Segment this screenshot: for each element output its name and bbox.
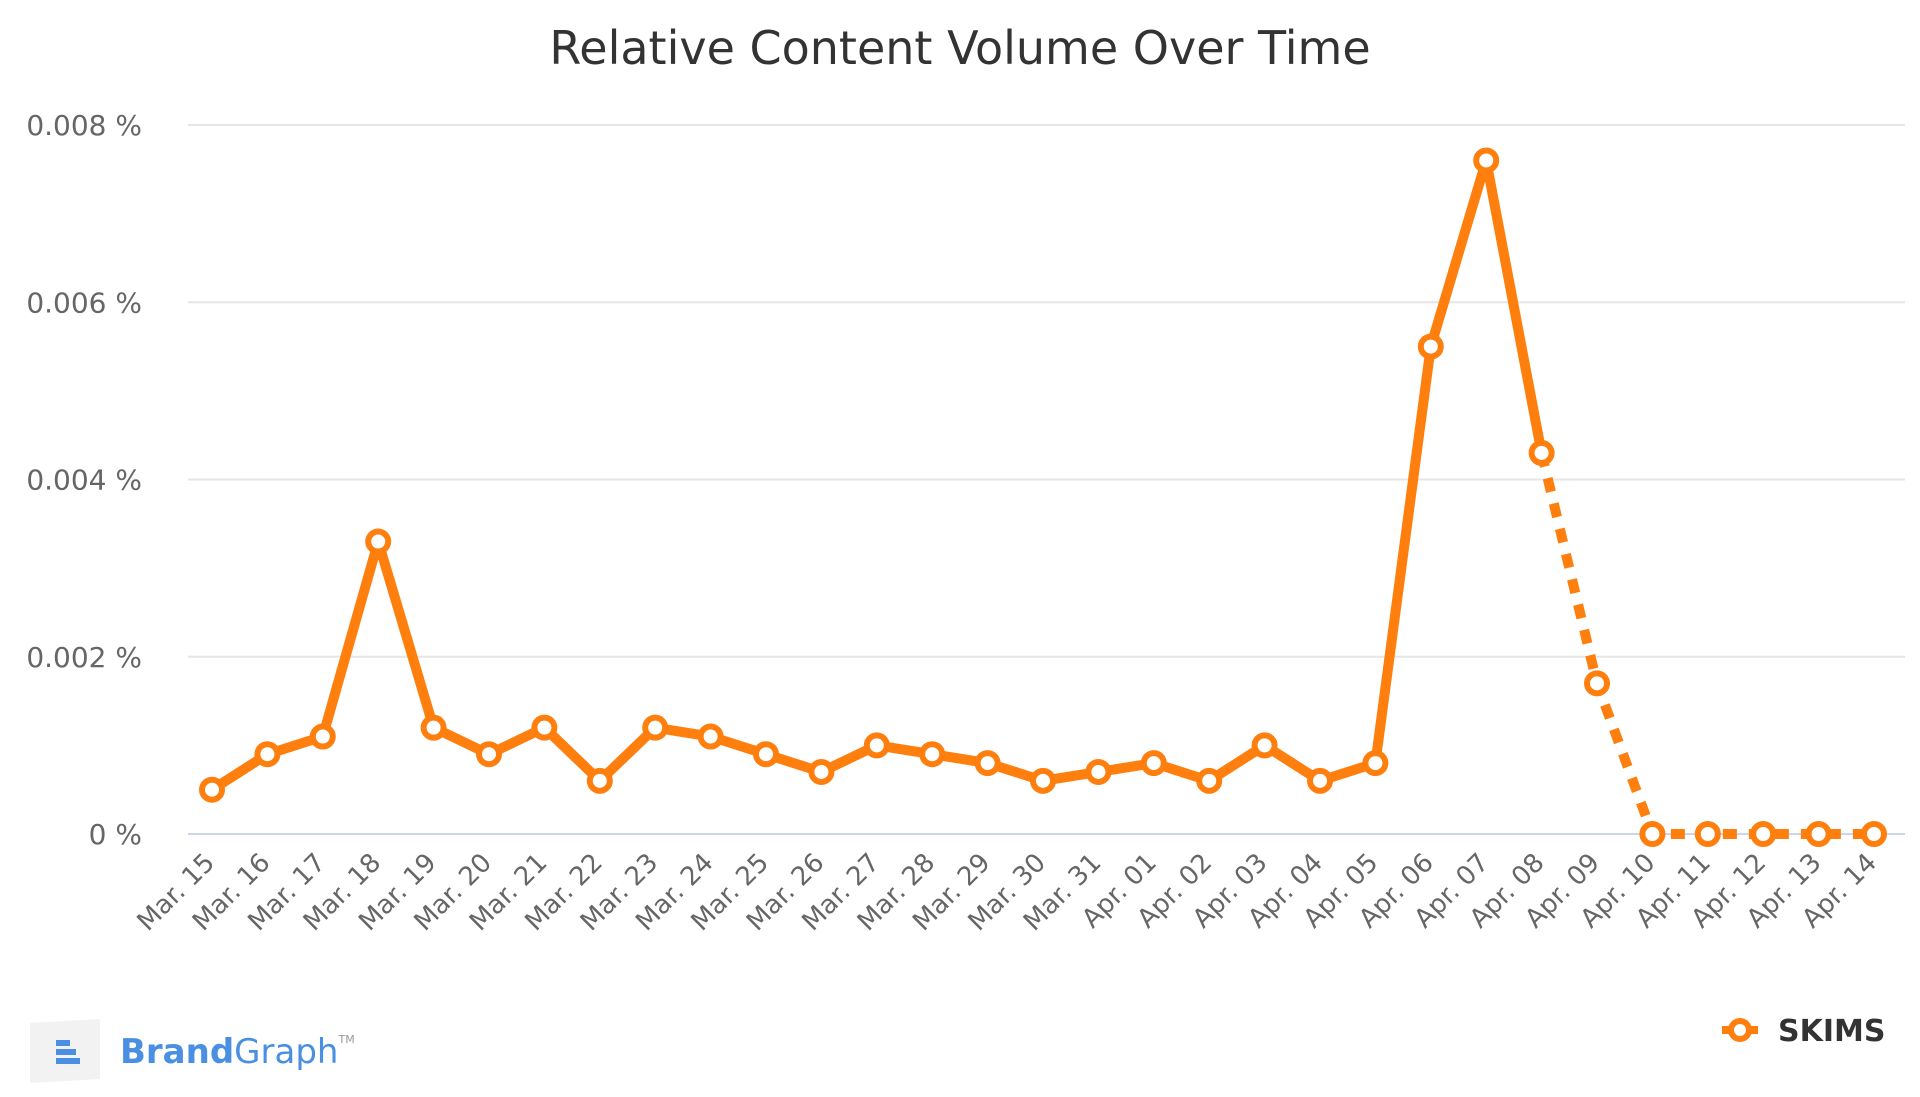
data-point xyxy=(1694,821,1721,847)
y-tick-label: 0.008 % xyxy=(26,109,142,142)
legend-label-skims: SKIMS xyxy=(1778,1014,1885,1049)
y-axis-ticks: 0 % 0.002 % 0.004 % 0.006 % 0.008 % xyxy=(26,109,142,851)
data-point xyxy=(1251,732,1278,759)
data-point xyxy=(199,776,225,803)
legend[interactable]: SKIMS xyxy=(1722,1014,1885,1049)
data-point xyxy=(753,741,779,768)
brand-name-part2: Graph xyxy=(234,1032,338,1072)
logo-bar-3 xyxy=(56,1058,80,1064)
legend-marker-icon xyxy=(1728,1018,1752,1042)
data-point xyxy=(1861,821,1887,847)
data-point xyxy=(309,723,336,750)
data-point xyxy=(1030,767,1056,794)
data-point xyxy=(531,714,558,741)
data-point xyxy=(1307,767,1333,794)
grid-lines xyxy=(188,124,1905,835)
data-point xyxy=(1473,147,1500,174)
data-point xyxy=(420,714,447,741)
data-point xyxy=(1584,670,1610,697)
brand-tm: TM xyxy=(337,1033,354,1046)
data-point xyxy=(974,750,1001,777)
logo-bar-1 xyxy=(56,1040,70,1046)
data-point xyxy=(365,528,392,555)
brandgraph-logo: BrandGraphTM xyxy=(30,1019,355,1083)
data-point xyxy=(808,758,835,785)
data-point xyxy=(1362,750,1389,777)
data-point xyxy=(919,741,946,768)
data-point xyxy=(1140,750,1167,777)
brand-name-part1: Brand xyxy=(120,1032,234,1072)
data-point xyxy=(254,741,281,768)
data-point xyxy=(1639,821,1666,847)
data-point xyxy=(863,732,890,759)
data-point xyxy=(697,723,724,750)
data-point xyxy=(1196,767,1223,794)
series-skims xyxy=(199,147,1887,847)
y-tick-label: 0.006 % xyxy=(26,286,142,319)
logo-bar-2 xyxy=(56,1049,76,1055)
data-point xyxy=(1417,333,1444,360)
data-point xyxy=(1805,821,1832,847)
data-point xyxy=(1750,821,1777,847)
brand-wordmark: BrandGraphTM xyxy=(120,1032,355,1072)
data-point xyxy=(586,767,613,794)
data-point xyxy=(642,714,669,741)
series-line-solid xyxy=(207,155,1547,795)
chart-title: Relative Content Volume Over Time xyxy=(549,21,1370,75)
data-point xyxy=(1085,758,1112,785)
y-tick-label: 0 % xyxy=(89,818,142,851)
data-point xyxy=(1528,439,1555,466)
y-tick-label: 0.004 % xyxy=(26,464,142,497)
data-point xyxy=(476,741,502,768)
series-line-dashed xyxy=(1536,451,1874,839)
y-tick-label: 0.002 % xyxy=(26,641,142,674)
